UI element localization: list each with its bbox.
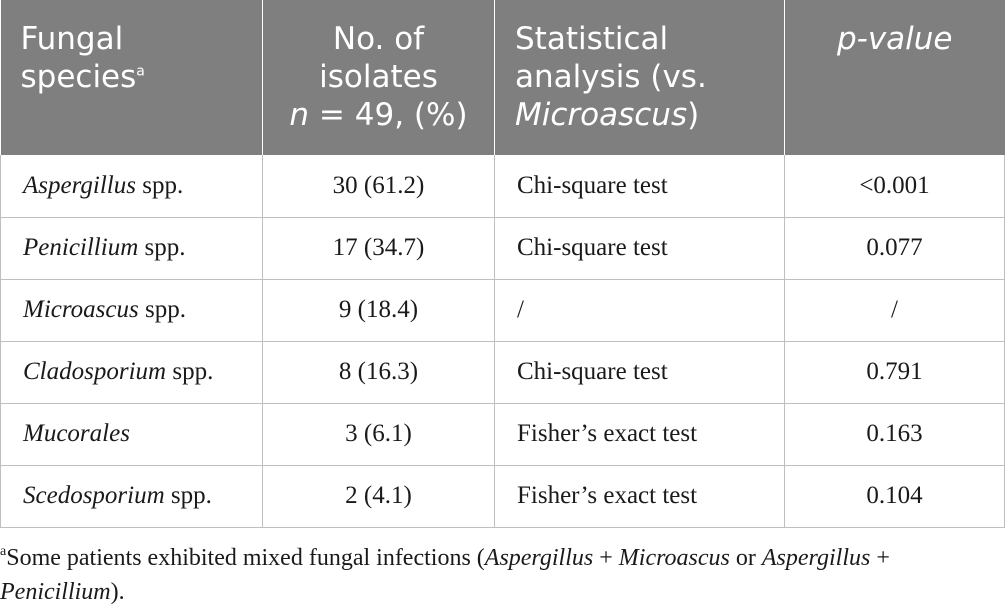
cell-statistical-test: / [494, 279, 785, 342]
test-name: Fisher’s exact test [517, 420, 698, 447]
genus-name: Cladosporium [23, 358, 167, 385]
table-row: Scedosporium spp. 2 (4.1) Fisher’s exact t… [0, 465, 1005, 528]
p-value: 0.077 [866, 234, 923, 261]
test-name: Fisher’s exact test [517, 482, 698, 509]
cell-p-value: 0.163 [784, 403, 1005, 466]
cell-p-value: 0.104 [784, 465, 1005, 528]
fungal-species-table: Fungal speciesa No. of isolates n = 49, (… [0, 0, 1005, 528]
isolates-value: 17 (34.7) [332, 234, 425, 261]
header-analysis-label: Statistical analysis (vs. [515, 21, 707, 95]
table-row: Penicillium spp. 17 (34.7) Chi-square test… [0, 217, 1005, 280]
table-row: Aspergillus spp. 30 (61.2) Chi-square test… [0, 155, 1005, 218]
isolates-value: 8 (16.3) [338, 358, 419, 385]
cell-isolates: 9 (18.4) [262, 279, 495, 342]
header-analysis-reference: Microascus [515, 97, 688, 133]
table-header: Fungal speciesa No. of isolates n = 49, (… [0, 0, 1005, 155]
genus-suffix: spp. [135, 171, 184, 199]
cell-isolates: 8 (16.3) [262, 341, 495, 404]
header-n-value: = 49, (%) [309, 97, 468, 133]
footnote-genus-3: Aspergillus [761, 545, 871, 571]
test-name: Chi-square test [517, 171, 668, 199]
footnote-plus-2: + [870, 545, 890, 571]
header-row: Fungal speciesa No. of isolates n = 49, (… [0, 0, 1005, 155]
header-analysis-close: ) [687, 97, 700, 133]
header-footnote-mark: a [136, 63, 145, 80]
cell-isolates: 3 (6.1) [262, 403, 495, 466]
genus-name: Aspergillus [23, 171, 136, 199]
cell-p-value: <0.001 [784, 155, 1005, 218]
table-body: Aspergillus spp. 30 (61.2) Chi-square test… [0, 155, 1005, 528]
p-value: 0.791 [866, 358, 923, 385]
isolates-value: 30 (61.2) [332, 171, 425, 199]
footnote-plus-1: + [593, 545, 619, 571]
cell-p-value: 0.791 [784, 341, 1005, 404]
cell-statistical-test: Chi-square test [494, 217, 785, 280]
header-fungal-species: Fungal speciesa [0, 0, 263, 155]
table-row: Cladosporium spp. 8 (16.3) Chi-square test… [0, 341, 1005, 404]
footnote-genus-2: Microascus [618, 545, 730, 571]
header-no-of-isolates: No. of isolates n = 49, (%) [262, 0, 495, 155]
footnote-end: ). [110, 579, 125, 605]
header-n-variable: n [289, 97, 310, 133]
genus-name: Mucorales [23, 420, 130, 447]
genus-suffix: spp. [166, 358, 214, 385]
p-value: 0.104 [866, 482, 923, 509]
footnote-genus-1: Aspergillus [484, 545, 594, 571]
footnote-or: or [729, 545, 762, 571]
footnote-mark: a [0, 544, 7, 559]
isolates-value: 3 (6.1) [345, 420, 412, 447]
cell-fungal-species: Mucorales [0, 403, 263, 466]
cell-isolates: 17 (34.7) [262, 217, 495, 280]
header-isolates-label: No. of isolates [319, 21, 438, 95]
test-name: Chi-square test [517, 358, 668, 385]
table-footnote: aSome patients exhibited mixed fungal in… [0, 535, 1000, 609]
cell-fungal-species: Microascus spp. [0, 279, 263, 342]
header-statistical-analysis: Statistical analysis (vs. Microascus) [494, 0, 785, 155]
p-value: / [891, 296, 898, 323]
test-name: Chi-square test [517, 234, 668, 261]
genus-name: Scedosporium [23, 482, 165, 509]
genus-suffix: spp. [138, 234, 186, 261]
cell-p-value: 0.077 [784, 217, 1005, 280]
cell-isolates: 2 (4.1) [262, 465, 495, 528]
genus-suffix: spp. [138, 296, 186, 323]
header-p-value: p-value [784, 0, 1005, 155]
footnote-text: Some patients exhibited mixed fungal inf… [6, 545, 485, 571]
cell-fungal-species: Penicillium spp. [0, 217, 263, 280]
cell-statistical-test: Fisher’s exact test [494, 403, 785, 466]
header-fungal-species-label: Fungal species [20, 21, 137, 95]
cell-isolates: 30 (61.2) [262, 155, 495, 218]
cell-fungal-species: Cladosporium spp. [0, 341, 263, 404]
cell-statistical-test: Fisher’s exact test [494, 465, 785, 528]
p-value: <0.001 [859, 171, 930, 199]
cell-fungal-species: Aspergillus spp. [0, 155, 263, 218]
cell-statistical-test: Chi-square test [494, 155, 785, 218]
p-value: 0.163 [866, 420, 923, 447]
table-row: Microascus spp. 9 (18.4) / / [0, 279, 1005, 342]
isolates-value: 9 (18.4) [338, 296, 419, 323]
header-p-value-label: p-value [836, 21, 953, 57]
table-row: Mucorales 3 (6.1) Fisher’s exact test 0.163 [0, 403, 1005, 466]
isolates-value: 2 (4.1) [345, 482, 412, 509]
genus-name: Microascus [23, 296, 139, 323]
cell-p-value: / [784, 279, 1005, 342]
test-name: / [517, 296, 524, 323]
footnote-genus-4: Penicillium [0, 579, 111, 605]
cell-statistical-test: Chi-square test [494, 341, 785, 404]
genus-suffix: spp. [164, 482, 212, 509]
genus-name: Penicillium [23, 234, 139, 261]
cell-fungal-species: Scedosporium spp. [0, 465, 263, 528]
